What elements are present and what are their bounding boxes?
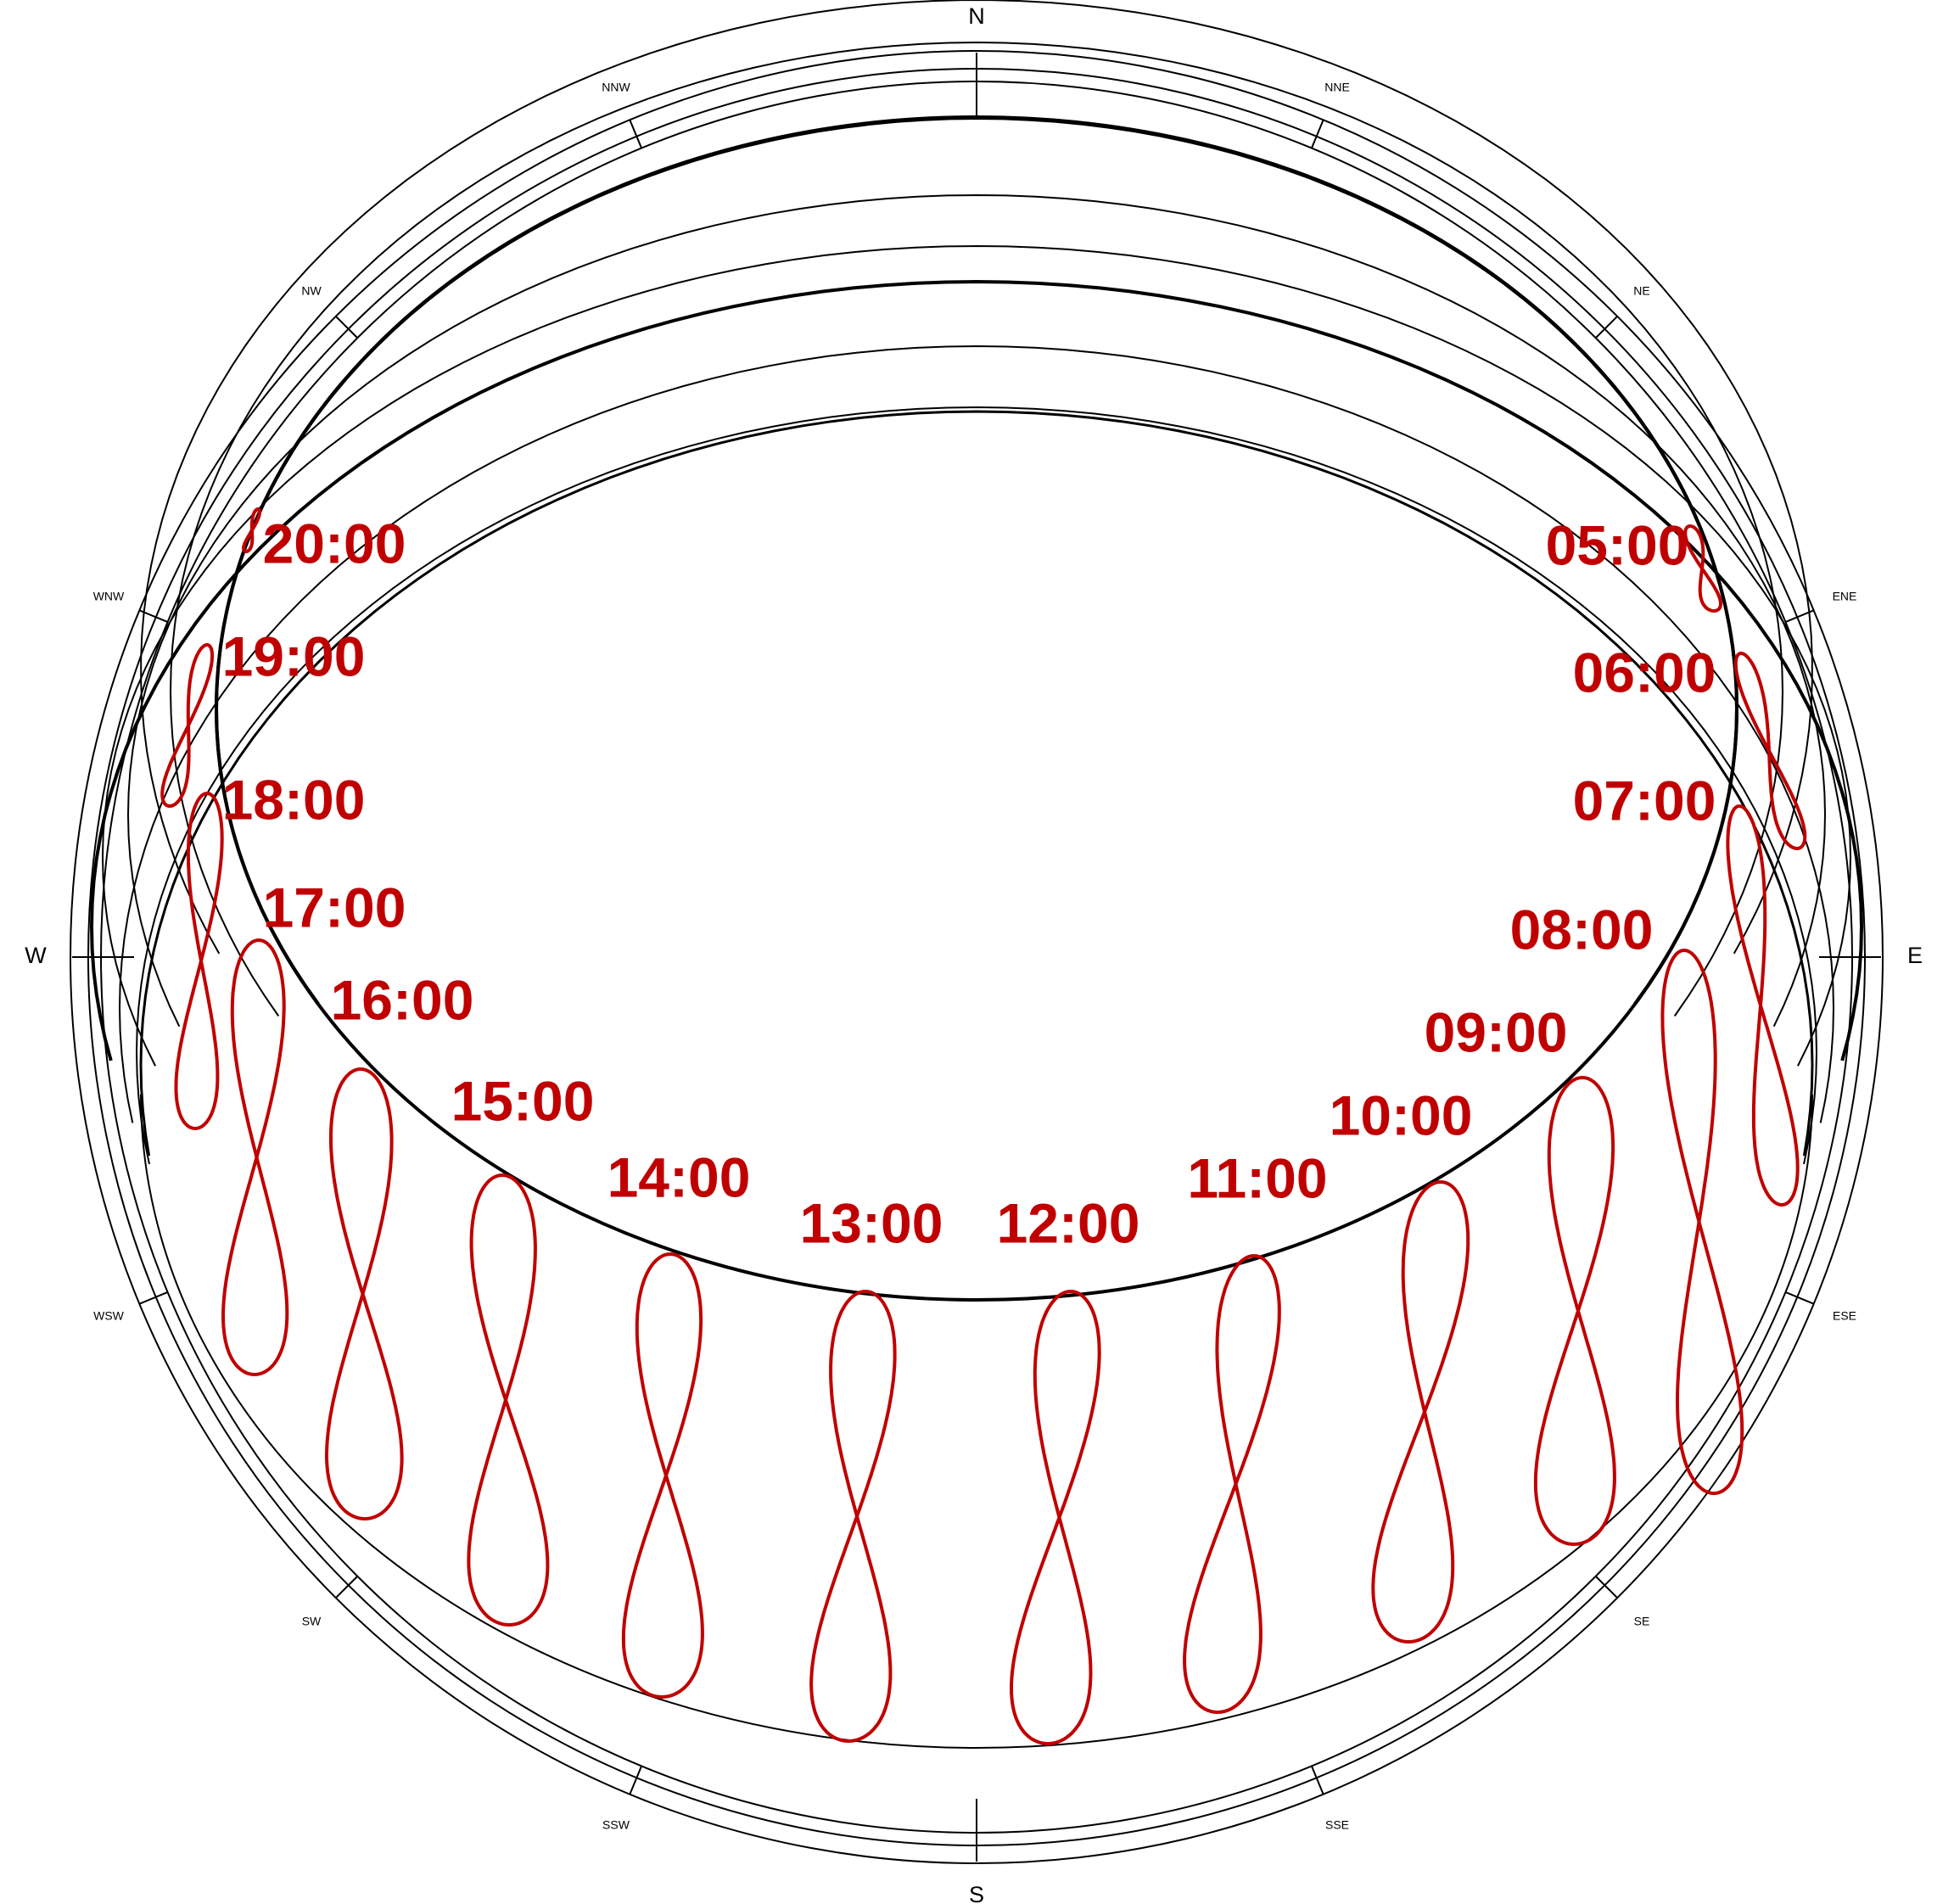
altitude-bands: [89, 0, 1864, 1749]
compass-label-ne: NE: [1633, 284, 1649, 298]
analemma-1500: [467, 1173, 550, 1627]
analemma-1200: [1010, 1290, 1101, 1745]
intercardinal-tick: [629, 119, 642, 148]
band-ring-3: [140, 0, 1813, 955]
intercardinal-tick: [138, 1291, 168, 1305]
compass-label-nnw: NNW: [602, 81, 630, 94]
compass-ticks: [72, 53, 1881, 1862]
hour-label-1900: 19:00: [222, 624, 366, 687]
compass-label-w: W: [25, 943, 47, 968]
analemma-2000: [242, 507, 262, 553]
compass-label-wnw: WNW: [93, 590, 125, 603]
compass-label-ene: ENE: [1833, 590, 1857, 603]
hour-label-1200: 12:00: [997, 1191, 1140, 1254]
compass-label-ssw: SSW: [602, 1818, 630, 1832]
analemma-0700: [1726, 804, 1800, 1207]
compass-label-sse: SSE: [1325, 1818, 1349, 1832]
analemma-0900: [1533, 1076, 1616, 1546]
band-ring-5: [101, 244, 1852, 1067]
analemma-1000: [1371, 1180, 1470, 1644]
hour-label-1700: 17:00: [263, 876, 406, 938]
compass-label-nw: NW: [301, 284, 322, 298]
compass-label-ese: ESE: [1833, 1309, 1856, 1323]
compass-label-wsw: WSW: [93, 1309, 125, 1323]
hour-label-1300: 13:00: [800, 1191, 943, 1254]
lower-ellipse: [140, 1095, 1813, 1749]
intercardinal-tick: [335, 1576, 358, 1599]
analemma-0500: [1683, 524, 1722, 613]
band-mid-thick: [89, 279, 1864, 1061]
band-bottom-thick: [139, 410, 1814, 1156]
hour-label-1500: 15:00: [451, 1069, 595, 1132]
compass-label-e: E: [1907, 943, 1923, 968]
compass-label-nne: NNE: [1324, 81, 1350, 94]
hour-label-1800: 18:00: [222, 768, 366, 831]
compass-label-se: SE: [1634, 1615, 1650, 1628]
hour-label-1600: 16:00: [331, 968, 474, 1031]
analemma-0800: [1660, 949, 1744, 1495]
compass-ring-1: [70, 50, 1884, 1864]
band-ring-8: [135, 406, 1818, 1165]
band-ring-4: [126, 193, 1827, 1028]
hour-label-1400: 14:00: [607, 1145, 751, 1208]
analemma-1400: [621, 1252, 704, 1699]
compass-label-sw: SW: [302, 1615, 322, 1628]
hour-label-0700: 07:00: [1573, 769, 1716, 832]
analemma-1900: [160, 643, 215, 808]
analemma-curves: [160, 507, 1807, 1745]
intercardinal-tick: [1785, 1291, 1815, 1305]
hour-label-0500: 05:00: [1546, 513, 1689, 576]
analemma-1700: [221, 938, 289, 1376]
analemma-1300: [809, 1290, 897, 1743]
band-ring-2: [169, 41, 1784, 1017]
intercardinal-tick: [335, 316, 358, 339]
intercardinal-tick: [1595, 1576, 1618, 1599]
hour-label-1100: 11:00: [1187, 1146, 1327, 1209]
hour-label-0800: 08:00: [1510, 898, 1654, 960]
horizon-ellipse: [215, 115, 1738, 1302]
hour-label-2000: 20:00: [263, 512, 406, 574]
analemma-1800: [174, 792, 224, 1130]
compass-label-s: S: [969, 1882, 984, 1904]
hour-label-1000: 10:00: [1330, 1084, 1473, 1146]
intercardinal-tick: [1311, 1766, 1324, 1795]
analemma-0600: [1733, 652, 1807, 850]
hour-label-0600: 06:00: [1573, 641, 1716, 703]
intercardinal-tick: [1311, 119, 1324, 148]
analemma-1100: [1183, 1254, 1281, 1714]
intercardinal-tick: [1595, 316, 1618, 339]
compass-label-n: N: [968, 3, 985, 29]
analemma-1600: [325, 1067, 404, 1520]
intercardinal-tick: [629, 1766, 642, 1795]
hour-label-0900: 09:00: [1425, 1000, 1568, 1063]
